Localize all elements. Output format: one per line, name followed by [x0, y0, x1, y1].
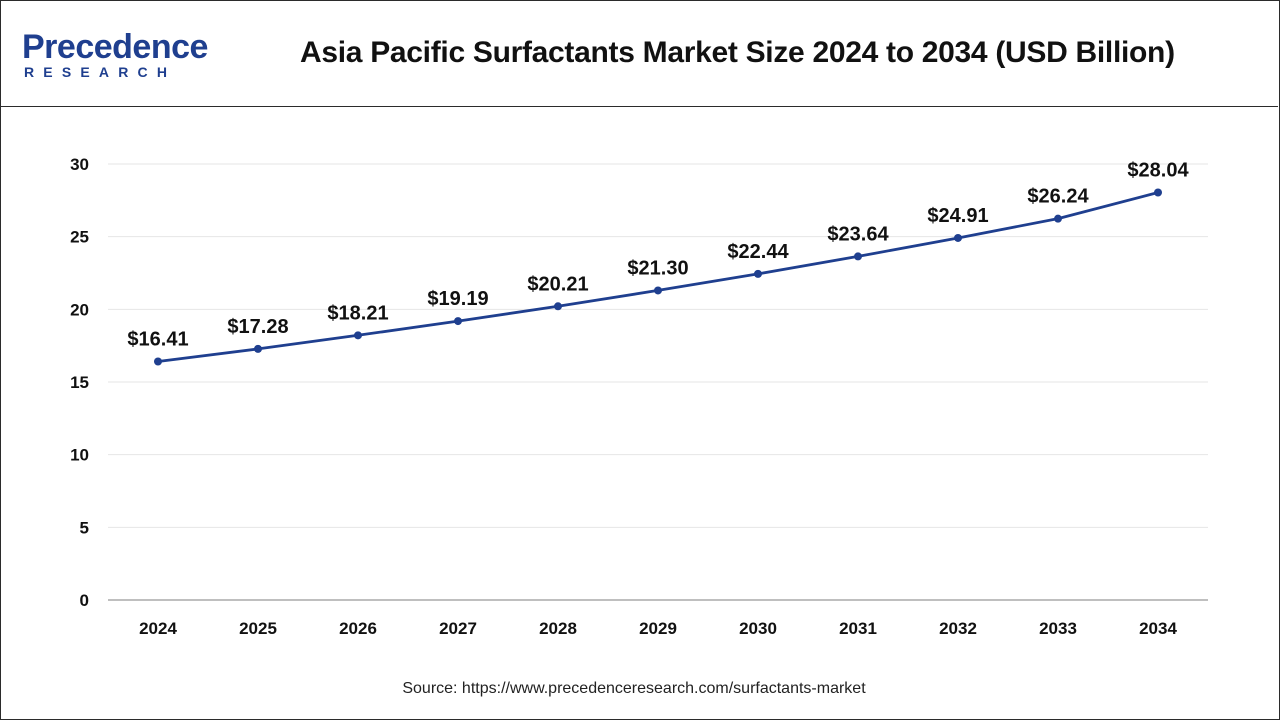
data-label: $16.41: [127, 329, 188, 351]
logo-subtitle: RESEARCH: [24, 64, 177, 80]
brand-logo: Precedence RESEARCH: [20, 28, 220, 84]
data-point: [454, 317, 462, 326]
y-tick-label: 15: [70, 373, 89, 392]
x-tick-label: 2024: [139, 619, 177, 638]
header: Precedence RESEARCH Asia Pacific Surfact…: [0, 0, 1278, 107]
y-tick-label: 20: [70, 300, 89, 319]
x-tick-label: 2030: [739, 619, 777, 638]
y-tick-label: 0: [80, 591, 89, 610]
x-tick-label: 2026: [339, 619, 377, 638]
y-tick-label: 10: [70, 446, 89, 465]
data-label: $17.28: [227, 316, 288, 338]
data-label: $26.24: [1027, 186, 1089, 208]
data-point: [154, 357, 162, 366]
x-tick-label: 2032: [939, 619, 977, 638]
data-point: [254, 344, 262, 353]
y-tick-label: 25: [70, 228, 89, 247]
data-label: $28.04: [1127, 159, 1189, 181]
data-point: [1054, 214, 1062, 223]
x-tick-label: 2028: [539, 619, 577, 638]
data-label: $22.44: [727, 241, 789, 263]
data-label: $19.19: [427, 288, 488, 310]
data-label: $20.21: [527, 273, 588, 295]
data-label: $24.91: [927, 205, 988, 227]
data-point: [554, 302, 562, 311]
data-point: [1154, 188, 1162, 197]
data-point: [954, 233, 962, 242]
y-tick-label: 5: [80, 518, 89, 537]
y-tick-label: 30: [70, 155, 89, 174]
x-tick-label: 2027: [439, 619, 477, 638]
data-label: $23.64: [827, 223, 889, 245]
data-point: [354, 331, 362, 340]
x-tick-label: 2033: [1039, 619, 1077, 638]
data-point: [754, 269, 762, 278]
x-tick-label: 2029: [639, 619, 677, 638]
data-point: [854, 252, 862, 261]
x-tick-label: 2034: [1139, 619, 1177, 638]
x-tick-label: 2025: [239, 619, 277, 638]
data-label: $21.30: [627, 257, 688, 279]
source-note: Source: https://www.precedenceresearch.c…: [402, 680, 866, 697]
logo-wordmark: Precedence: [22, 28, 208, 66]
data-point: [654, 286, 662, 295]
chart-title: Asia Pacific Surfactants Market Size 202…: [300, 36, 1175, 69]
x-tick-label: 2031: [839, 619, 877, 638]
data-label: $18.21: [327, 302, 388, 324]
